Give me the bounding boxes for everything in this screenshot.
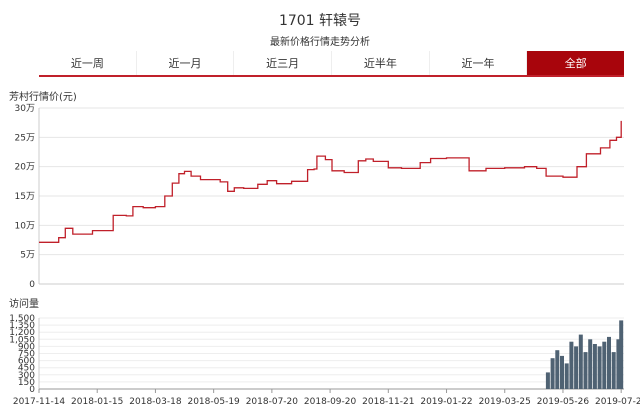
price-y-tick-label: 5万: [20, 251, 35, 261]
traffic-bar: [550, 358, 555, 389]
x-tick-label: 2018-11-21: [362, 397, 414, 407]
traffic-y-tick-label: 750: [18, 350, 35, 360]
traffic-bar: [597, 346, 602, 389]
tab-three-months[interactable]: 近三月: [234, 51, 333, 75]
x-tick-label: 2019-05-26: [537, 397, 590, 407]
tab-month[interactable]: 近一月: [137, 51, 235, 75]
price-y-ticks: 0 5万 10万 15万 20万 25万 30万: [15, 104, 36, 290]
price-grid: [39, 107, 624, 285]
range-tabs: 近一周 近一月 近三月 近半年 近一年 全部: [39, 51, 625, 77]
tab-week[interactable]: 近一周: [39, 51, 137, 75]
traffic-bars: [545, 320, 624, 389]
traffic-bar: [555, 350, 560, 389]
traffic-y-tick-label: 1,350: [9, 321, 35, 331]
x-tick-label: 2019-03-25: [479, 397, 531, 407]
traffic-bar: [569, 341, 574, 389]
traffic-y-tick-label: 0: [29, 385, 35, 395]
traffic-bar: [607, 336, 611, 389]
traffic-bar: [560, 355, 564, 389]
traffic-bar: [545, 372, 550, 389]
traffic-axis-label: 访问量: [9, 299, 39, 310]
traffic-y-tick-label: 600: [18, 357, 35, 367]
tab-all[interactable]: 全部: [527, 51, 625, 75]
traffic-bar: [592, 344, 597, 389]
x-tick-label: 2017-11-14: [13, 397, 66, 407]
traffic-y-tick-label: 150: [18, 378, 35, 388]
traffic-y-tick-label: 300: [18, 371, 35, 381]
x-axis-ticks: 2017-11-14 2018-01-15 2018-03-18 2018-05-19…: [13, 389, 640, 407]
traffic-y-tick-label: 900: [18, 342, 35, 352]
price-y-tick-label: 20万: [15, 163, 35, 173]
traffic-bar: [578, 334, 583, 389]
chart-subtitle: 最新价格行情走势分析: [270, 37, 370, 48]
tab-year[interactable]: 近一年: [430, 51, 528, 75]
price-y-tick-label: 10万: [15, 221, 35, 231]
price-y-tick-label: 30万: [15, 104, 35, 114]
price-y-tick-label: 25万: [15, 133, 35, 143]
traffic-bar: [602, 341, 607, 389]
tab-half-year[interactable]: 近半年: [332, 51, 430, 75]
traffic-bar: [619, 320, 624, 389]
traffic-bar: [588, 339, 593, 389]
traffic-y-tick-label: 1,050: [9, 335, 35, 345]
traffic-bar: [574, 346, 579, 389]
price-y-tick-label: 0: [29, 280, 35, 290]
price-y-tick-label: 15万: [15, 192, 35, 202]
traffic-y-tick-label: 1,200: [9, 328, 35, 338]
x-tick-label: 2018-01-15: [71, 397, 123, 407]
traffic-bar: [611, 352, 616, 389]
price-axis-label: 芳村行情价(元): [9, 92, 77, 103]
traffic-grid: [39, 317, 624, 390]
traffic-bar: [616, 339, 621, 389]
traffic-bar: [564, 363, 569, 389]
x-tick-label: 2018-09-20: [304, 397, 357, 407]
x-tick-label: 2019-07-27: [595, 397, 640, 407]
traffic-y-tick-label: 1,500: [9, 314, 35, 324]
x-tick-label: 2018-05-19: [187, 397, 240, 407]
traffic-y-tick-label: 450: [18, 364, 35, 374]
x-tick-label: 2019-01-22: [420, 397, 472, 407]
traffic-bar: [583, 352, 588, 389]
chart-title: 1701 轩辕号: [278, 13, 362, 29]
x-tick-label: 2018-07-20: [246, 397, 299, 407]
x-tick-label: 2018-03-18: [129, 397, 182, 407]
price-line: [39, 120, 622, 243]
